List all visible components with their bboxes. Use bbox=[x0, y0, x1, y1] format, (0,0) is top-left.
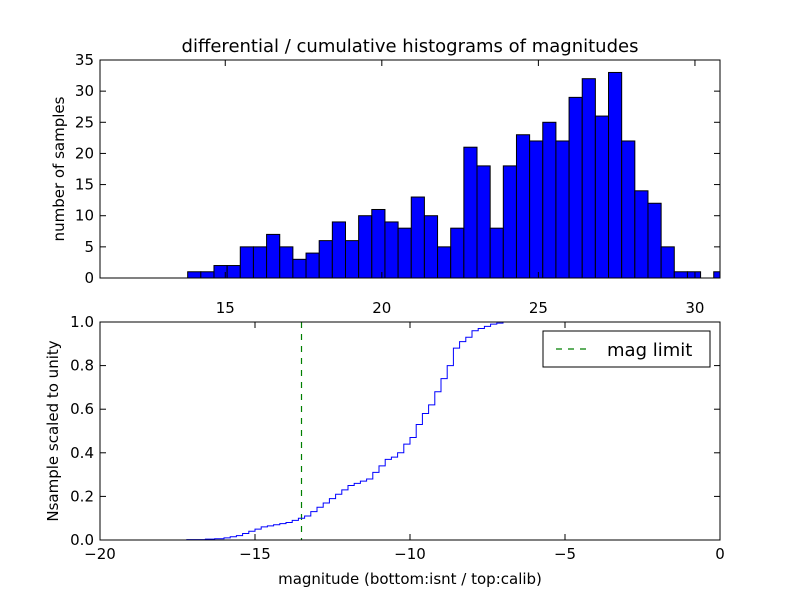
histogram-bar bbox=[252, 246, 268, 279]
legend-label: mag limit bbox=[607, 340, 692, 361]
histogram-bar bbox=[423, 215, 439, 279]
x-tick-label: −10 bbox=[394, 545, 426, 563]
y-tick-label: 25 bbox=[75, 113, 94, 131]
y-tick-label: 0.2 bbox=[70, 487, 94, 505]
histogram-bar bbox=[279, 246, 294, 279]
histogram-bar bbox=[187, 271, 202, 279]
histogram-bar bbox=[292, 258, 307, 279]
y-tick-label: 0 bbox=[84, 269, 94, 287]
histogram-bars bbox=[187, 71, 721, 279]
histogram-axes: 0 5 10 15 20 25 30 35 15 20 25 30 number of samples bbox=[50, 51, 721, 317]
histogram-frame bbox=[99, 59, 721, 279]
y-tick-label: 0.6 bbox=[70, 400, 94, 418]
histogram-bar bbox=[266, 233, 281, 279]
x-tick-label: −15 bbox=[239, 545, 271, 563]
x-tick-label: −20 bbox=[84, 545, 116, 563]
y-tick-label: 20 bbox=[75, 144, 94, 162]
x-tick-label: 0 bbox=[715, 545, 725, 563]
y-tick-label: 0.0 bbox=[70, 531, 94, 549]
legend: mag limit bbox=[542, 330, 711, 368]
histogram-ylabel: number of samples bbox=[50, 96, 68, 241]
histogram-bar bbox=[621, 140, 636, 279]
histogram-bar bbox=[331, 221, 346, 279]
histogram-bar bbox=[318, 240, 333, 279]
histogram-bar bbox=[226, 265, 241, 279]
histogram-bar bbox=[344, 240, 360, 279]
y-tick-label: 5 bbox=[84, 238, 94, 256]
histogram-bar bbox=[502, 165, 517, 279]
histogram-bar bbox=[476, 165, 491, 279]
histogram-bar bbox=[358, 215, 373, 279]
histogram-bar bbox=[371, 208, 386, 279]
histogram-bar bbox=[581, 78, 596, 279]
histogram-bar bbox=[713, 271, 721, 279]
histogram-bar bbox=[529, 140, 544, 279]
histogram-bar bbox=[660, 246, 675, 279]
y-tick-label: 15 bbox=[75, 176, 94, 194]
histogram-bar bbox=[555, 140, 570, 279]
chart-title: differential / cumulative histograms of … bbox=[182, 36, 639, 57]
histogram-bar bbox=[673, 271, 688, 279]
cumulative-xlabel: magnitude (bottom:isnt / top:calib) bbox=[278, 570, 542, 588]
histogram-bar bbox=[542, 121, 557, 279]
y-tick-label: 30 bbox=[75, 82, 94, 100]
histogram-bar bbox=[608, 71, 623, 279]
histogram-bar bbox=[397, 227, 412, 279]
y-tick-label: 0.4 bbox=[70, 444, 94, 462]
cumulative-ticks: 0.0 0.2 0.4 0.6 0.8 1.0 −20 −15 −10 −5 0 bbox=[70, 313, 725, 563]
y-tick-label: 1.0 bbox=[70, 313, 94, 331]
cumulative-frame bbox=[99, 321, 721, 541]
histogram-bar bbox=[437, 246, 452, 279]
y-tick-label: 35 bbox=[75, 51, 94, 69]
histogram-bar bbox=[647, 202, 662, 279]
histogram-bar bbox=[634, 190, 649, 279]
histogram-bar bbox=[594, 115, 610, 279]
histogram-bar bbox=[410, 196, 425, 279]
y-tick-label: 10 bbox=[75, 207, 94, 225]
cumulative-ylabel: Nsample scaled to unity bbox=[44, 340, 62, 521]
cumulative-axes: 0.0 0.2 0.4 0.6 0.8 1.0 −20 −15 −10 −5 0 magnitude… bbox=[44, 313, 725, 588]
x-tick-label: 15 bbox=[216, 299, 235, 317]
cumulative-step-line bbox=[100, 321, 721, 541]
histogram-bar bbox=[305, 252, 320, 279]
histogram-bar bbox=[450, 227, 465, 279]
histogram-bar bbox=[463, 146, 478, 279]
histogram-bar bbox=[489, 227, 504, 279]
histogram-bar bbox=[239, 246, 254, 279]
histogram-bar bbox=[200, 271, 215, 279]
y-tick-label: 0.8 bbox=[70, 357, 94, 375]
x-tick-label: −5 bbox=[554, 545, 576, 563]
x-tick-label: 30 bbox=[685, 299, 704, 317]
histogram-bar bbox=[384, 221, 399, 279]
x-tick-label: 20 bbox=[372, 299, 391, 317]
histogram-bar bbox=[686, 271, 702, 279]
histogram-bar bbox=[568, 96, 583, 279]
histogram-bar bbox=[515, 134, 531, 279]
x-tick-label: 25 bbox=[529, 299, 548, 317]
